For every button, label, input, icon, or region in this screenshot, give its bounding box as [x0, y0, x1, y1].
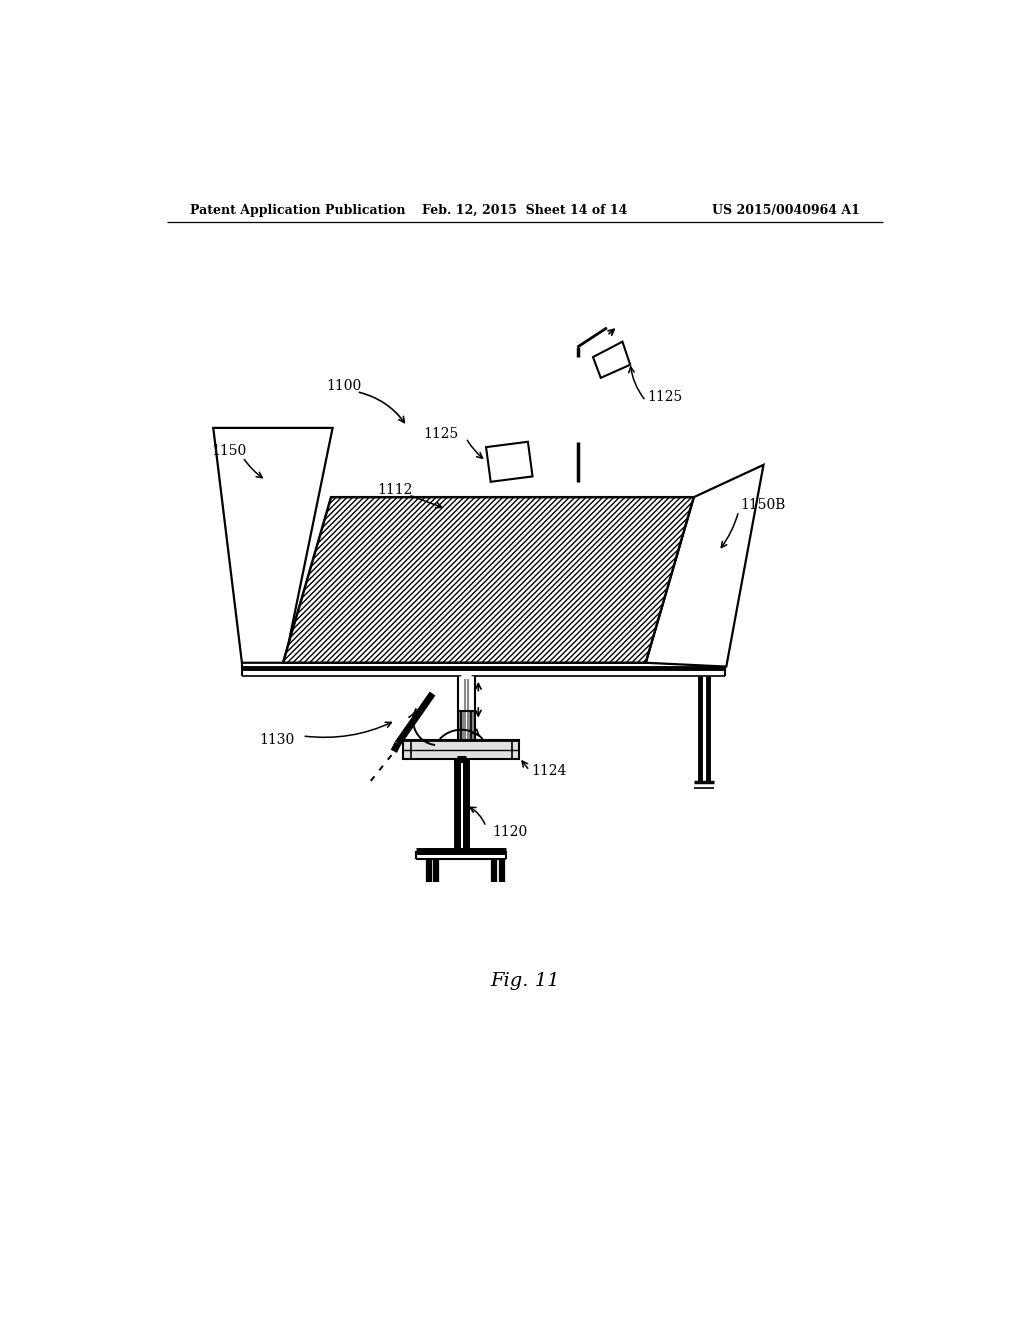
Polygon shape	[593, 342, 630, 378]
Text: US 2015/0040964 A1: US 2015/0040964 A1	[712, 205, 859, 218]
Text: Fig. 11: Fig. 11	[490, 972, 559, 990]
Polygon shape	[283, 498, 693, 663]
Text: Patent Application Publication: Patent Application Publication	[190, 205, 406, 218]
Polygon shape	[213, 428, 333, 663]
Text: 1100: 1100	[326, 379, 361, 392]
Text: 1150B: 1150B	[740, 498, 785, 512]
Text: 1120: 1120	[493, 825, 527, 840]
Text: 1125: 1125	[424, 428, 459, 441]
Text: Feb. 12, 2015  Sheet 14 of 14: Feb. 12, 2015 Sheet 14 of 14	[422, 205, 628, 218]
Text: 1130: 1130	[259, 733, 295, 747]
Text: 1150: 1150	[211, 444, 247, 458]
Polygon shape	[646, 465, 764, 667]
Polygon shape	[403, 739, 519, 759]
Polygon shape	[486, 442, 532, 482]
Text: 1112: 1112	[378, 483, 413, 496]
Text: 1124: 1124	[531, 763, 566, 777]
Text: 1125: 1125	[647, 391, 683, 404]
